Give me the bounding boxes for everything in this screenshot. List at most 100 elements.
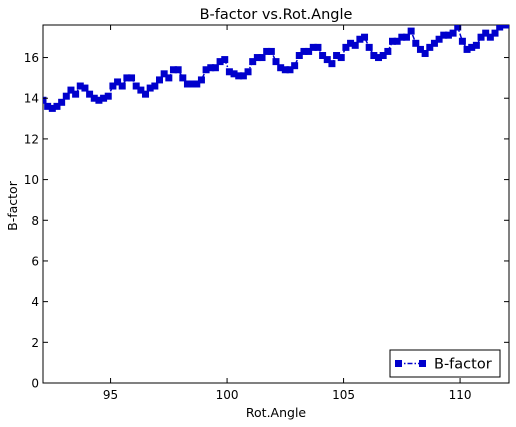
data-point xyxy=(174,66,182,74)
y-tick-label-8: 16 xyxy=(24,51,39,65)
data-point xyxy=(375,54,383,62)
data-point xyxy=(81,84,89,92)
data-point xyxy=(132,82,140,90)
data-point xyxy=(361,33,369,41)
data-point xyxy=(351,41,359,49)
data-point xyxy=(62,92,70,100)
data-point xyxy=(104,92,112,100)
data-point xyxy=(235,72,243,80)
data-point xyxy=(426,43,434,51)
data-point xyxy=(421,49,429,57)
data-point xyxy=(491,29,499,37)
data-point xyxy=(43,96,47,104)
data-point xyxy=(48,104,56,112)
data-point xyxy=(151,82,159,90)
series-clip-group xyxy=(43,25,509,112)
data-point xyxy=(458,37,466,45)
data-point xyxy=(416,45,424,53)
data-point xyxy=(146,84,154,92)
plot-frame xyxy=(42,24,510,384)
data-point xyxy=(398,33,406,41)
data-point xyxy=(463,45,471,53)
data-point xyxy=(53,102,61,110)
data-point xyxy=(402,33,410,41)
data-point xyxy=(179,74,187,82)
data-point xyxy=(333,52,341,60)
data-point xyxy=(193,80,201,88)
data-point xyxy=(123,74,131,82)
data-point xyxy=(128,74,136,82)
data-point xyxy=(109,82,117,90)
data-point xyxy=(477,33,485,41)
data-point xyxy=(370,52,378,60)
data-point xyxy=(58,98,66,106)
data-point xyxy=(277,64,285,72)
data-point xyxy=(309,43,317,51)
x-tick-label-2: 105 xyxy=(332,388,355,402)
data-point xyxy=(486,33,494,41)
data-point xyxy=(342,43,350,51)
data-point xyxy=(389,37,396,45)
data-point xyxy=(505,25,509,29)
y-tick-label-3: 6 xyxy=(31,254,39,268)
data-point xyxy=(211,64,219,72)
data-point xyxy=(444,31,452,39)
data-point xyxy=(263,47,271,55)
y-tick-label-4: 8 xyxy=(31,214,39,228)
data-point xyxy=(202,66,210,74)
data-point xyxy=(365,43,373,51)
y-tick-label-7: 14 xyxy=(24,92,39,106)
data-point xyxy=(156,76,163,84)
data-point xyxy=(137,86,145,94)
data-point xyxy=(319,52,327,60)
data-point xyxy=(258,54,266,62)
data-point xyxy=(142,90,150,98)
data-point xyxy=(305,47,313,55)
data-point xyxy=(67,86,75,94)
data-point xyxy=(225,68,233,76)
data-point xyxy=(430,39,438,47)
data-point xyxy=(207,64,215,72)
y-axis-ticks: 0 2 4 6 8 10 12 14 16 xyxy=(24,51,509,391)
data-point xyxy=(454,25,462,31)
data-point xyxy=(118,82,126,90)
data-point xyxy=(272,58,280,66)
data-point xyxy=(500,25,508,29)
data-point xyxy=(449,29,457,37)
x-tick-label-0: 95 xyxy=(103,388,118,402)
data-point xyxy=(216,58,224,66)
data-point xyxy=(286,66,294,74)
x-axis-ticks: 95 100 105 110 xyxy=(103,25,472,402)
data-point xyxy=(267,47,275,55)
data-point xyxy=(188,80,196,88)
data-point xyxy=(384,47,392,55)
legend-marker-left xyxy=(395,360,402,367)
y-tick-label-6: 12 xyxy=(24,132,39,146)
data-point xyxy=(281,66,289,74)
data-point xyxy=(95,96,103,104)
data-point xyxy=(468,43,476,51)
data-point xyxy=(379,52,387,60)
data-point xyxy=(169,66,177,74)
data-point xyxy=(114,78,122,86)
y-tick-label-0: 0 xyxy=(31,377,39,391)
legend-label: B-factor xyxy=(434,357,492,373)
data-point xyxy=(249,58,257,66)
y-tick-label-1: 2 xyxy=(31,336,39,350)
series-layer xyxy=(43,25,509,112)
data-point xyxy=(160,70,168,78)
data-point xyxy=(496,25,504,31)
data-point xyxy=(244,68,252,76)
data-point xyxy=(72,90,80,98)
data-point xyxy=(472,41,480,49)
data-point xyxy=(337,54,345,62)
data-point xyxy=(230,70,238,78)
data-point xyxy=(221,56,229,64)
data-point xyxy=(44,102,52,110)
data-point xyxy=(100,94,108,102)
x-axis-title: Rot.Angle xyxy=(246,405,307,420)
data-point xyxy=(295,52,303,60)
data-point xyxy=(183,80,191,88)
data-point xyxy=(412,39,420,47)
